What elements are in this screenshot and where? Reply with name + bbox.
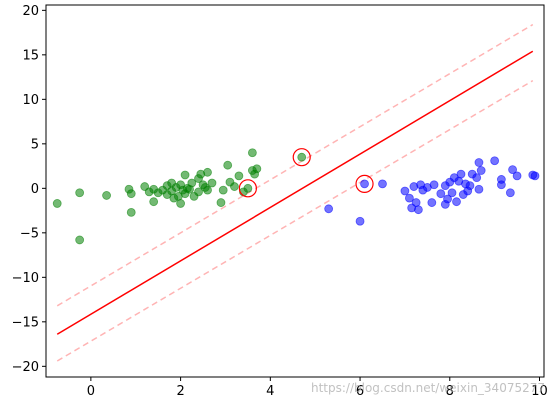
data-point bbox=[474, 158, 484, 167]
y-tick-label: −5 bbox=[20, 226, 39, 241]
data-point bbox=[243, 183, 253, 193]
data-point bbox=[443, 194, 452, 204]
data-point bbox=[476, 166, 486, 175]
data-point bbox=[230, 182, 239, 191]
data-point bbox=[252, 164, 262, 174]
data-point bbox=[530, 171, 540, 181]
data-point bbox=[465, 181, 475, 191]
data-point bbox=[203, 167, 212, 177]
y-tick-label: 10 bbox=[22, 93, 39, 108]
data-point bbox=[490, 156, 500, 166]
data-point bbox=[126, 207, 136, 217]
data-point bbox=[297, 152, 307, 162]
data-point bbox=[496, 175, 506, 184]
data-point bbox=[508, 165, 517, 175]
data-point bbox=[203, 185, 212, 195]
data-point bbox=[194, 187, 203, 197]
support-vector-ring bbox=[238, 179, 257, 198]
data-point bbox=[429, 180, 439, 190]
x-tick-label: 10 bbox=[531, 384, 548, 399]
margin-line bbox=[56, 23, 534, 307]
data-point bbox=[472, 173, 482, 183]
data-point bbox=[427, 198, 437, 207]
data-point bbox=[207, 178, 217, 188]
watermark: https://blog.csdn.net/weixin_34075277 bbox=[310, 381, 545, 395]
x-tick-label: 0 bbox=[87, 384, 95, 399]
data-point bbox=[505, 188, 515, 198]
decision-line bbox=[56, 50, 534, 335]
support-vector-ring bbox=[292, 148, 311, 167]
data-point bbox=[436, 189, 446, 199]
data-point bbox=[452, 197, 461, 207]
data-point bbox=[413, 205, 423, 215]
y-tick-label: −15 bbox=[12, 315, 39, 330]
margin-line bbox=[56, 79, 534, 362]
x-tick-label: 2 bbox=[176, 384, 184, 399]
data-point bbox=[400, 186, 410, 196]
y-tick-label: 15 bbox=[22, 48, 39, 63]
data-point bbox=[218, 185, 228, 195]
data-point bbox=[52, 199, 62, 208]
x-tick-label: 4 bbox=[266, 384, 274, 399]
plot-frame bbox=[45, 4, 545, 378]
data-points bbox=[52, 148, 540, 245]
data-point bbox=[216, 198, 226, 207]
x-tick-label: 6 bbox=[356, 384, 364, 399]
data-point bbox=[75, 235, 85, 245]
data-point bbox=[405, 193, 414, 203]
data-point bbox=[355, 216, 365, 226]
data-point bbox=[126, 189, 136, 199]
data-point bbox=[223, 160, 233, 170]
data-point bbox=[187, 178, 197, 188]
data-point bbox=[180, 170, 190, 180]
y-tick-label: 5 bbox=[31, 137, 39, 152]
data-point bbox=[324, 204, 334, 214]
y-axis-ticks: −20 −15 −10 −5 0 5 10 15 20 bbox=[12, 4, 46, 375]
y-tick-label: −20 bbox=[12, 360, 39, 375]
support-vector-ring bbox=[355, 174, 374, 193]
data-point bbox=[474, 184, 484, 194]
data-point bbox=[75, 188, 85, 198]
y-tick-label: −10 bbox=[12, 271, 39, 286]
data-point bbox=[102, 191, 111, 200]
x-axis-ticks: 0 2 4 6 8 10 bbox=[87, 377, 548, 399]
data-point bbox=[447, 188, 457, 198]
data-point bbox=[360, 179, 369, 189]
data-point bbox=[512, 171, 522, 181]
y-tick-label: 20 bbox=[22, 4, 39, 19]
data-point bbox=[247, 148, 257, 158]
y-tick-label: 0 bbox=[31, 182, 39, 197]
x-tick-label: 8 bbox=[446, 384, 454, 399]
support-vectors bbox=[238, 148, 374, 198]
decision-boundary bbox=[56, 50, 534, 335]
data-point bbox=[149, 197, 159, 207]
margin-lines bbox=[56, 23, 534, 362]
data-point bbox=[176, 199, 185, 208]
data-point bbox=[456, 169, 466, 179]
data-point bbox=[378, 179, 387, 189]
data-point bbox=[234, 171, 244, 181]
